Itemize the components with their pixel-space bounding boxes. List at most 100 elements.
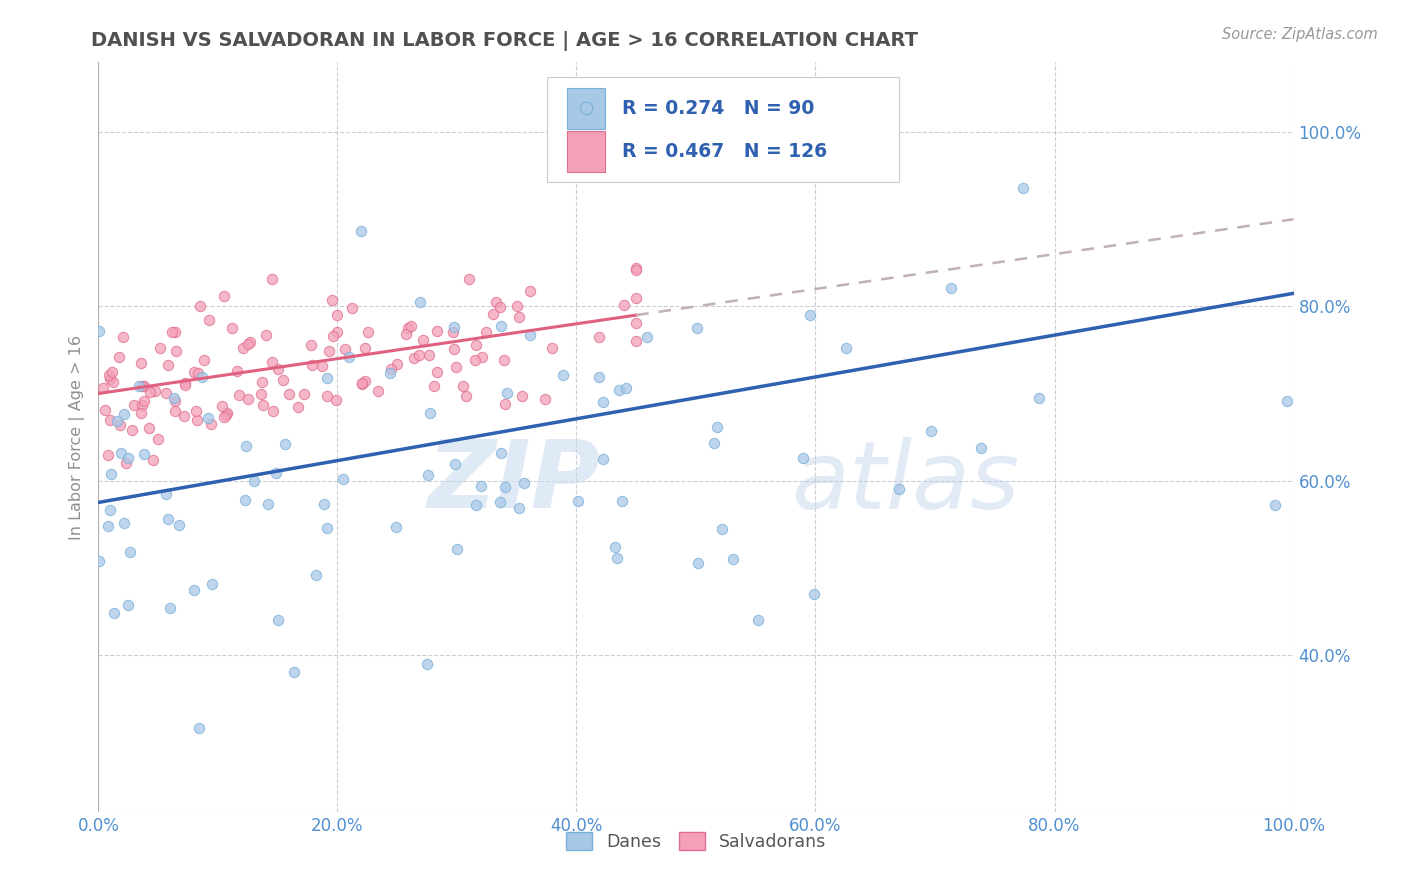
Point (380, 362, 402, 376)
Point (505, 300, 527, 314)
Point (87, 324, 110, 338)
Point (128, 379, 150, 393)
Point (443, 343, 465, 357)
Point (540, 341, 562, 355)
Point (688, 556, 710, 570)
Point (489, 446, 512, 460)
Point (292, 387, 315, 401)
Point (301, 359, 323, 373)
Point (485, 294, 508, 309)
Point (105, 414, 128, 428)
Text: Source: ZipAtlas.com: Source: ZipAtlas.com (1222, 27, 1378, 42)
Point (146, 432, 169, 446)
Point (588, 330, 610, 344)
Point (212, 289, 235, 303)
Point (318, 344, 340, 359)
Point (183, 365, 205, 379)
Point (112, 407, 135, 421)
Point (138, 421, 160, 435)
Point (287, 401, 309, 415)
Point (112, 516, 135, 531)
Point (115, 456, 138, 470)
Point (117, 598, 139, 612)
Point (132, 379, 155, 393)
Point (238, 337, 260, 351)
Point (489, 319, 512, 334)
Point (418, 348, 440, 362)
Point (626, 263, 648, 277)
Point (1028, 392, 1050, 406)
Point (183, 582, 205, 597)
Point (721, 552, 744, 566)
Point (710, 522, 733, 536)
Point (236, 392, 259, 406)
Point (354, 342, 377, 356)
Point (458, 271, 481, 285)
Point (636, 330, 658, 344)
Point (239, 335, 262, 350)
Point (350, 376, 373, 391)
Point (149, 341, 172, 355)
Point (626, 260, 648, 275)
Point (444, 359, 467, 374)
Point (446, 541, 468, 556)
Point (132, 447, 155, 461)
Point (426, 365, 449, 379)
Point (188, 299, 211, 313)
Point (186, 412, 208, 426)
Point (169, 518, 191, 533)
Point (118, 545, 141, 559)
Point (378, 366, 401, 380)
Point (187, 366, 209, 380)
Point (470, 350, 492, 364)
Point (482, 307, 505, 321)
Point (311, 359, 333, 373)
Point (98, 413, 121, 427)
Point (607, 383, 630, 397)
Point (110, 418, 132, 433)
Point (274, 437, 297, 451)
Point (614, 381, 637, 395)
Point (184, 404, 207, 418)
Point (267, 613, 290, 627)
Point (273, 373, 295, 387)
Point (103, 606, 125, 620)
Point (685, 321, 707, 335)
Point (1012, 181, 1035, 195)
Point (163, 393, 186, 408)
Point (131, 378, 153, 392)
Point (267, 362, 290, 376)
Point (492, 352, 515, 367)
Text: ZIP: ZIP (427, 436, 600, 528)
Text: R = 0.274   N = 90: R = 0.274 N = 90 (621, 99, 814, 118)
Point (315, 521, 337, 535)
Point (121, 423, 143, 437)
Point (262, 272, 284, 286)
Point (592, 395, 614, 409)
Point (165, 326, 187, 340)
Point (260, 354, 283, 368)
Point (553, 368, 575, 383)
Point (588, 370, 610, 384)
Point (325, 392, 347, 407)
Point (510, 389, 533, 403)
Point (228, 387, 250, 401)
Point (98, 372, 121, 386)
Point (250, 375, 273, 389)
Point (217, 406, 239, 420)
Text: atlas: atlas (792, 436, 1019, 527)
Point (626, 291, 648, 305)
Point (165, 404, 187, 418)
Point (426, 324, 449, 338)
Point (340, 301, 363, 316)
Point (197, 410, 219, 425)
Point (117, 450, 139, 465)
Point (626, 334, 648, 348)
Point (226, 364, 249, 378)
Point (124, 399, 146, 413)
Point (155, 487, 177, 501)
Point (250, 386, 273, 401)
Point (706, 419, 728, 434)
Point (799, 308, 821, 322)
Point (299, 338, 322, 352)
